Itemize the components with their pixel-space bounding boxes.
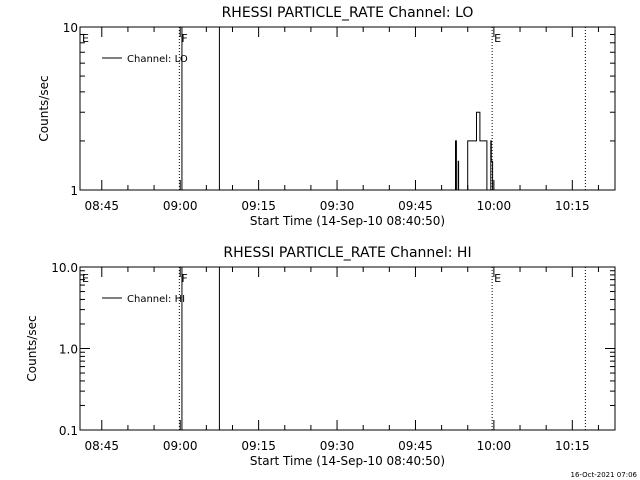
y-axis-label: Counts/sec <box>37 75 51 141</box>
plot-frame <box>79 266 616 431</box>
timestamp: 16-Oct-2021 07:06 <box>571 471 638 479</box>
event-marker-label: E <box>82 272 89 285</box>
x-tick-label: 09:15 <box>241 439 276 453</box>
x-tick-label: 10:15 <box>555 199 590 213</box>
chart-title: RHESSI PARTICLE_RATE Channel: HI <box>223 245 471 261</box>
y-tick-label: 1 <box>70 184 78 198</box>
x-tick-label: 09:00 <box>163 439 198 453</box>
chart-title: RHESSI PARTICLE_RATE Channel: LO <box>222 5 474 21</box>
legend-entry: Channel: HI <box>127 294 185 305</box>
y-tick-label: 0.1 <box>59 424 78 438</box>
panel-2: RHESSI PARTICLE_RATE Channel: HI 0.1 1.0 10… <box>25 245 616 468</box>
x-tick-label: 08:45 <box>84 199 119 213</box>
x-tick-label: 10:00 <box>477 199 512 213</box>
x-tick-label: 10:00 <box>477 439 512 453</box>
x-axis-label: Start Time (14-Sep-10 08:40:50) <box>250 214 445 228</box>
x-tick-label: 09:30 <box>320 199 355 213</box>
x-tick-label: 09:45 <box>398 199 433 213</box>
y-tick-label: 1.0 <box>59 343 78 357</box>
event-marker-label: E <box>82 32 89 45</box>
x-tick-label: 10:15 <box>555 439 590 453</box>
y-tick-label: 10 <box>63 21 78 35</box>
x-tick-label: 09:00 <box>163 199 198 213</box>
event-marker-label: F <box>181 272 187 285</box>
event-marker-label: F <box>181 32 187 45</box>
legend-entry: Channel: LO <box>127 54 188 65</box>
event-marker-label: E <box>494 272 501 285</box>
panel-1: RHESSI PARTICLE_RATE Channel: LO 1 10 08:45… <box>37 5 616 228</box>
x-axis-label: Start Time (14-Sep-10 08:40:50) <box>250 454 445 468</box>
series-line-1 <box>451 111 494 191</box>
x-tick-label: 09:30 <box>320 439 355 453</box>
y-tick-label: 10.0 <box>51 261 78 275</box>
plot-frame <box>79 26 616 191</box>
x-tick-label: 08:45 <box>84 439 119 453</box>
event-marker-label: E <box>494 32 501 45</box>
x-tick-label: 09:15 <box>241 199 276 213</box>
y-axis-label: Counts/sec <box>25 315 39 381</box>
x-tick-label: 09:45 <box>398 439 433 453</box>
